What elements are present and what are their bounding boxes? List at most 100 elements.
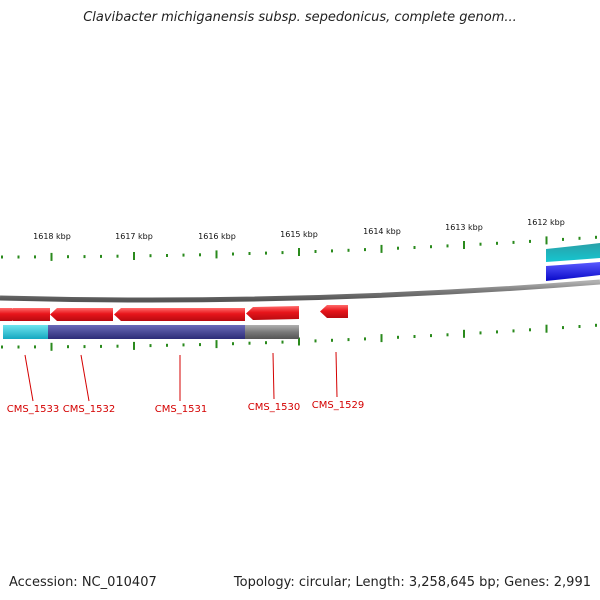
scale-tick xyxy=(578,325,581,328)
scale-tick xyxy=(215,250,218,259)
scale-tick xyxy=(364,337,366,341)
scale-tick xyxy=(232,342,234,346)
scale-tick xyxy=(314,250,317,253)
scale-tick xyxy=(529,328,531,332)
scale-tick xyxy=(512,329,515,333)
upper-scale-ticks xyxy=(1,235,597,261)
feature-bar xyxy=(3,325,299,339)
scale-tick xyxy=(166,254,168,257)
genome-backbone xyxy=(0,279,600,303)
gene-arrows xyxy=(0,305,348,321)
scale-tick xyxy=(149,344,152,348)
scale-tick xyxy=(100,254,102,258)
scale-tick xyxy=(562,326,564,330)
leader-line xyxy=(80,354,90,402)
scale-tick xyxy=(50,252,53,261)
scale-tick xyxy=(34,255,36,259)
scale-tick xyxy=(562,237,564,241)
gray-feature xyxy=(245,325,299,339)
scale-tick xyxy=(281,251,284,255)
scale-tick xyxy=(199,343,201,347)
scale-tick xyxy=(397,335,399,339)
scale-label: 1612 kbp xyxy=(527,218,565,227)
scale-tick xyxy=(166,343,168,347)
scale-tick xyxy=(67,345,69,349)
gene-label: CMS_1533 xyxy=(7,404,59,415)
scale-label: 1615 kbp xyxy=(280,230,318,239)
leader-line xyxy=(335,351,338,398)
scale-tick xyxy=(380,244,383,253)
scale-tick xyxy=(413,335,416,338)
scale-tick xyxy=(446,333,449,337)
scale-tick xyxy=(413,246,416,249)
gene-label: CMS_1530 xyxy=(248,402,300,413)
gene-arrow-cms-1531[interactable] xyxy=(114,308,245,321)
scale-tick xyxy=(100,344,102,348)
scale-tick xyxy=(133,341,135,350)
gene-arrow-cms-1532[interactable] xyxy=(50,308,113,321)
scale-tick xyxy=(314,339,317,343)
scale-tick xyxy=(17,345,20,349)
scale-tick xyxy=(265,341,267,345)
scale-tick xyxy=(298,337,300,346)
scale-tick xyxy=(364,248,366,252)
scale-tick xyxy=(545,324,548,333)
scale-tick xyxy=(116,344,119,348)
scale-tick xyxy=(17,255,20,259)
scale-tick xyxy=(83,255,86,259)
gene-arrow-cms-1530[interactable] xyxy=(246,306,299,320)
cyan-feature xyxy=(3,325,48,339)
scale-tick xyxy=(1,345,3,349)
scale-tick xyxy=(463,241,465,249)
scale-tick xyxy=(248,341,251,345)
scale-tick xyxy=(232,252,234,256)
scale-tick xyxy=(215,340,218,349)
scale-label: 1618 kbp xyxy=(33,232,71,241)
scale-label: 1614 kbp xyxy=(363,227,401,236)
genome-summary-text: Topology: circular; Length: 3,258,645 bp… xyxy=(233,575,591,590)
scale-tick xyxy=(430,334,432,338)
lower-scale-ticks xyxy=(1,323,597,351)
scale-tick xyxy=(182,343,185,347)
scale-tick xyxy=(545,236,548,245)
scale-tick xyxy=(397,246,399,250)
scale-tick xyxy=(380,334,383,343)
scale-tick xyxy=(50,342,53,351)
blue-feature-track xyxy=(546,262,600,281)
scale-tick xyxy=(496,241,498,245)
scale-label: 1613 kbp xyxy=(445,223,483,232)
scale-tick xyxy=(83,345,86,349)
scale-tick xyxy=(479,242,482,246)
scale-labels: 1618 kbp 1617 kbp 1616 kbp 1615 kbp 1614… xyxy=(33,218,565,241)
scale-label: 1617 kbp xyxy=(115,232,153,241)
scale-tick xyxy=(182,253,185,257)
scale-tick xyxy=(265,251,267,255)
navy-feature xyxy=(48,325,245,339)
gene-arrow-cms-1529[interactable] xyxy=(320,305,348,318)
scale-tick xyxy=(199,253,201,257)
accession-text: Accession: NC_010407 xyxy=(9,575,157,590)
gene-label: CMS_1531 xyxy=(155,404,207,415)
scale-tick xyxy=(67,255,69,259)
map-title: Clavibacter michiganensis subsp. sepedon… xyxy=(83,10,517,25)
scale-tick xyxy=(595,235,597,239)
scale-tick xyxy=(248,252,251,255)
scale-tick xyxy=(496,330,498,334)
scale-tick xyxy=(116,254,119,258)
scale-tick xyxy=(34,345,36,349)
gene-label: CMS_1532 xyxy=(63,404,115,415)
scale-tick xyxy=(298,248,300,256)
scale-label: 1616 kbp xyxy=(198,232,236,241)
scale-tick xyxy=(479,331,482,335)
scale-tick xyxy=(1,255,3,259)
scale-tick xyxy=(331,338,333,342)
scale-tick xyxy=(430,245,432,249)
scale-tick xyxy=(595,323,597,327)
scale-tick xyxy=(578,236,581,240)
cyan-feature-track xyxy=(546,243,600,262)
gene-arrow-cms-1533[interactable] xyxy=(6,308,50,321)
scale-tick xyxy=(463,329,465,338)
scale-tick xyxy=(446,244,449,248)
scale-tick xyxy=(347,338,350,342)
